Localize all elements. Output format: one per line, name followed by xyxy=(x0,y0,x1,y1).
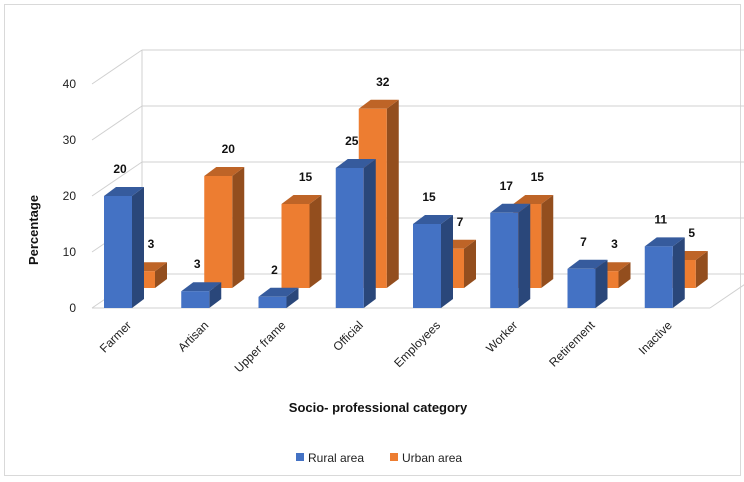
legend-item-rural-area: Rural area xyxy=(296,451,364,465)
y-tick-label: 30 xyxy=(63,133,77,147)
y-tick-label: 0 xyxy=(69,301,76,315)
data-label: 7 xyxy=(457,215,464,229)
data-label: 15 xyxy=(299,170,313,184)
bar-urban-area-artisan xyxy=(204,167,244,288)
legend-swatch xyxy=(296,453,304,461)
data-label: 20 xyxy=(222,142,236,156)
data-label: 17 xyxy=(500,179,514,193)
bar-rural-area-employees xyxy=(413,215,453,308)
data-label: 15 xyxy=(531,170,545,184)
legend: Rural area Urban area xyxy=(296,451,462,465)
category-label: Artisan xyxy=(175,318,211,354)
y-tick-label: 20 xyxy=(63,189,77,203)
legend-label: Urban area xyxy=(402,451,462,465)
bar-rural-area-upper-frame xyxy=(259,288,299,308)
y-axis-title: Percentage xyxy=(26,195,41,265)
bar-rural-area-retirement xyxy=(568,260,608,308)
data-label: 3 xyxy=(148,237,155,251)
y-axis-ticks: 0 10 20 30 40 xyxy=(63,77,77,315)
data-label: 3 xyxy=(611,237,618,251)
data-label: 2 xyxy=(271,263,278,277)
bars xyxy=(104,100,708,308)
bar-rural-area-official xyxy=(336,159,376,308)
bar-rural-area-farmer xyxy=(104,187,144,308)
legend-item-urban-area: Urban area xyxy=(390,451,462,465)
data-label: 5 xyxy=(688,226,695,240)
bar-rural-area-worker xyxy=(490,204,530,308)
data-label: 11 xyxy=(654,212,667,226)
category-labels: Farmer Artisan Upper frame Official Employee… xyxy=(97,318,675,376)
bar-rural-area-inactive xyxy=(645,237,685,308)
category-label: Upper frame xyxy=(232,318,289,375)
data-label: 7 xyxy=(580,235,587,249)
category-label: Worker xyxy=(483,318,520,355)
legend-swatch xyxy=(390,453,398,461)
data-label: 15 xyxy=(422,190,436,204)
bar-urban-area-upper-frame xyxy=(282,195,322,288)
category-label: Employees xyxy=(391,318,443,370)
data-label: 20 xyxy=(113,162,127,176)
x-axis-title: Socio- professional category xyxy=(289,400,468,415)
gridline-side xyxy=(92,106,142,140)
y-tick-label: 40 xyxy=(63,77,77,91)
category-label: Retirement xyxy=(546,318,598,370)
bar-rural-area-artisan xyxy=(181,282,221,308)
category-label: Farmer xyxy=(97,318,134,355)
data-label: 32 xyxy=(376,75,390,89)
y-tick-label: 10 xyxy=(63,245,77,259)
data-label: 25 xyxy=(345,134,359,148)
category-label: Official xyxy=(330,318,366,354)
floor-right-edge xyxy=(710,274,744,308)
legend-label: Rural area xyxy=(308,451,364,465)
data-label: 3 xyxy=(194,257,201,271)
category-label: Inactive xyxy=(636,318,675,357)
gridline-side xyxy=(92,50,142,84)
